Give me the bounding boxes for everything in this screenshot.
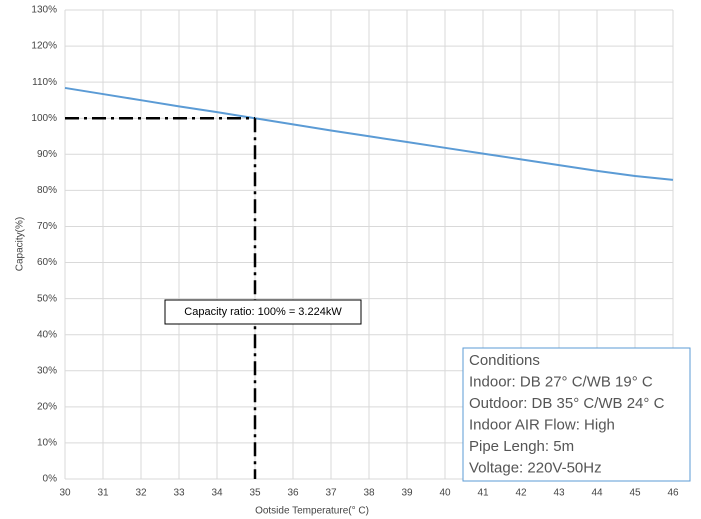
x-tick-label: 34 bbox=[211, 488, 223, 499]
y-tick-label: 30% bbox=[37, 365, 57, 376]
y-tick-label: 10% bbox=[37, 438, 57, 449]
x-tick-label: 33 bbox=[173, 488, 185, 499]
conditions-line: Outdoor: DB 35° C/WB 24° C bbox=[469, 395, 665, 412]
x-axis-label: Ootside Temperature(° C) bbox=[255, 506, 369, 517]
y-tick-label: 40% bbox=[37, 329, 57, 340]
y-tick-label: 100% bbox=[31, 113, 57, 124]
x-tick-label: 43 bbox=[553, 488, 565, 499]
y-tick-label: 50% bbox=[37, 293, 57, 304]
conditions-line: Indoor AIR Flow: High bbox=[469, 416, 615, 433]
y-tick-label: 130% bbox=[31, 5, 57, 16]
y-tick-label: 0% bbox=[43, 474, 58, 485]
x-tick-label: 39 bbox=[401, 488, 413, 499]
conditions-line: Indoor: DB 27° C/WB 19° C bbox=[469, 373, 653, 390]
x-tick-label: 31 bbox=[97, 488, 109, 499]
y-tick-label: 60% bbox=[37, 257, 57, 268]
x-tick-label: 46 bbox=[667, 488, 679, 499]
x-tick-label: 35 bbox=[249, 488, 261, 499]
line bbox=[64, 86, 674, 181]
x-tick-label: 44 bbox=[591, 488, 603, 499]
x-tick-label: 45 bbox=[629, 488, 641, 499]
y-tick-label: 120% bbox=[31, 41, 57, 52]
annotation: Capacity ratio: 100% = 3.224kW bbox=[184, 306, 342, 318]
y-axis-label: Capacity(%) bbox=[15, 217, 26, 271]
conditions-box bbox=[462, 347, 691, 482]
y-tick-label: 110% bbox=[32, 77, 57, 88]
annotation-box bbox=[164, 299, 362, 325]
y-tick-label: 80% bbox=[37, 185, 57, 196]
x-tick-label: 41 bbox=[477, 488, 489, 499]
x-tick-label: 38 bbox=[363, 488, 375, 499]
x-tick-label: 30 bbox=[59, 488, 71, 499]
x-tick-label: 42 bbox=[515, 488, 527, 499]
x-tick-label: 32 bbox=[135, 488, 147, 499]
x-tick-label: 36 bbox=[287, 488, 299, 499]
x-tick-label: 40 bbox=[439, 488, 451, 499]
conditions-line: Voltage: 220V-50Hz bbox=[469, 459, 602, 476]
y-tick-label: 90% bbox=[37, 149, 57, 160]
conditions-line: Pipe Lengh: 5m bbox=[469, 438, 574, 455]
conditions-line: Conditions bbox=[469, 352, 540, 369]
x-tick-label: 37 bbox=[325, 488, 337, 499]
y-tick-label: 20% bbox=[37, 401, 57, 412]
y-tick-label: 70% bbox=[37, 221, 57, 232]
